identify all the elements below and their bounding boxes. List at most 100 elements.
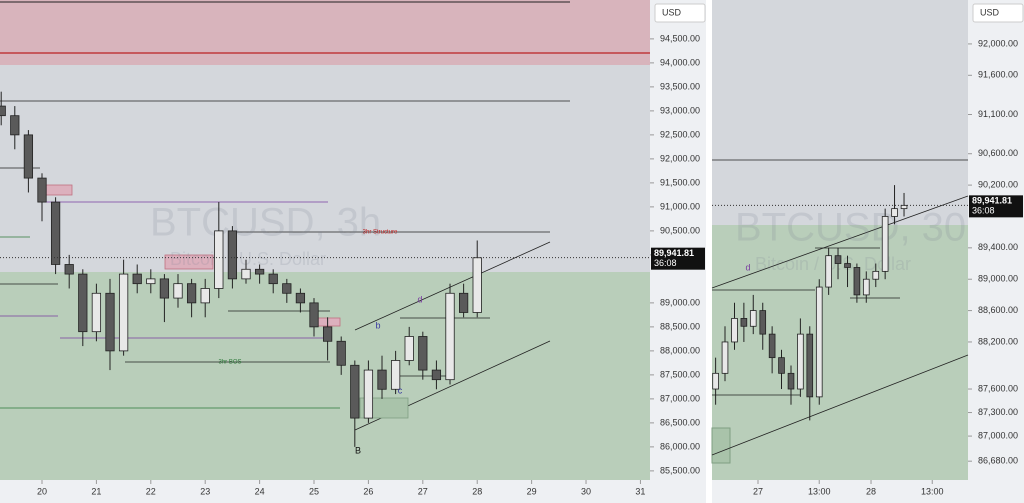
- y-tick-label: 86,000.00: [660, 441, 700, 451]
- y-tick-label: 88,000.00: [660, 345, 700, 355]
- trendline: [711, 195, 969, 289]
- countdown: 36:08: [654, 258, 677, 268]
- candle-body: [377, 369, 387, 390]
- annotation: B: [355, 445, 361, 455]
- y-tick-label: 90,500.00: [660, 225, 700, 235]
- currency-label: USD: [662, 7, 682, 17]
- last-price-label: 89,941.81: [654, 248, 694, 258]
- countdown: 36:08: [972, 206, 995, 216]
- x-tick-label: 23: [200, 486, 210, 496]
- last-price-label: 89,941.81: [972, 196, 1012, 206]
- zone-box: [164, 254, 214, 270]
- x-tick-label: 28: [866, 486, 876, 496]
- watermark-subtitle: Bitcoin / U.S. Dollar: [755, 254, 911, 274]
- candle-body: [173, 283, 183, 299]
- candle-body: [404, 336, 414, 361]
- x-tick-label: 27: [418, 486, 428, 496]
- candle-body: [200, 288, 210, 304]
- candle-body: [834, 255, 842, 264]
- candle-body: [740, 318, 748, 327]
- y-tick-label: 88,600.00: [978, 305, 1018, 315]
- candle-body: [712, 372, 719, 390]
- candle-body: [418, 336, 428, 371]
- time-axis: [712, 480, 968, 503]
- candle-body: [50, 201, 61, 265]
- zone-box: [44, 184, 73, 196]
- candle-body: [10, 115, 20, 136]
- annotation: d: [417, 294, 422, 304]
- last-price-box: [651, 247, 705, 270]
- candle-body: [862, 278, 870, 296]
- y-tick-label: 87,600.00: [978, 383, 1018, 393]
- candle-body: [431, 369, 442, 381]
- candle-body: [0, 105, 6, 117]
- candle-body: [787, 372, 795, 390]
- y-tick-label: 87,500.00: [660, 369, 700, 379]
- x-tick-label: 24: [255, 486, 265, 496]
- candle-body: [806, 333, 814, 398]
- candle-body: [721, 341, 729, 374]
- y-tick-label: 90,200.00: [978, 179, 1018, 189]
- candle-body: [459, 292, 469, 313]
- y-tick-label: 92,500.00: [660, 129, 700, 139]
- watermark-subtitle: Bitcoin / U.S. Dollar: [170, 249, 326, 269]
- candle-body: [825, 255, 832, 288]
- candle-body: [390, 360, 401, 390]
- last-price-box: [969, 195, 1023, 218]
- candle-body: [445, 292, 455, 381]
- candle-body: [363, 369, 374, 419]
- zone-box: [711, 427, 731, 464]
- y-tick-label: 93,500.00: [660, 81, 700, 91]
- annotation: d: [745, 262, 750, 272]
- y-tick-label: 92,000.00: [660, 153, 700, 163]
- candle-body: [159, 278, 170, 299]
- candle-body: [254, 268, 265, 275]
- candle-body: [872, 270, 880, 280]
- zone-box: [317, 317, 341, 327]
- annotation: 3hr BOS: [218, 360, 241, 366]
- candle-body: [282, 283, 292, 294]
- y-tick-label: 90,600.00: [978, 148, 1018, 158]
- candle-body: [146, 278, 156, 285]
- x-tick-label: 25: [309, 486, 319, 496]
- y-tick-label: 88,500.00: [660, 321, 700, 331]
- currency-box: [654, 3, 706, 23]
- watermark-title: BTCUSD, 30: [735, 206, 966, 250]
- currency-label: USD: [980, 7, 1000, 17]
- trendline: [711, 354, 969, 456]
- candle-body: [778, 357, 785, 374]
- candle-body: [853, 267, 861, 296]
- candle-body: [227, 230, 238, 280]
- drawings: [711, 159, 969, 456]
- y-tick-label: 88,200.00: [978, 336, 1018, 346]
- y-tick-label: 86,500.00: [660, 417, 700, 427]
- x-tick-label: 30: [581, 486, 591, 496]
- candle-body: [118, 273, 129, 352]
- candle-body: [759, 310, 767, 335]
- candle-body: [322, 326, 333, 342]
- supply-zone: [0, 0, 650, 65]
- candle-body: [64, 264, 74, 275]
- annotation: c: [398, 385, 403, 395]
- trendline: [354, 241, 551, 331]
- candle-body: [749, 310, 757, 327]
- candle-body: [295, 292, 306, 304]
- y-tick-label: 93,000.00: [660, 105, 700, 115]
- y-tick-label: 87,300.00: [978, 407, 1018, 417]
- candle-body: [731, 318, 738, 343]
- x-tick-label: 13:00: [921, 486, 944, 496]
- annotation: b: [375, 320, 380, 330]
- candle-body: [815, 286, 823, 398]
- demand-zone: [712, 225, 968, 480]
- y-tick-label: 91,500.00: [660, 177, 700, 187]
- candle-body: [23, 134, 34, 179]
- candle-body: [78, 273, 88, 333]
- x-tick-label: 28: [472, 486, 482, 496]
- x-tick-label: 31: [635, 486, 645, 496]
- price-axis: [968, 0, 1024, 503]
- y-tick-label: 94,500.00: [660, 33, 700, 43]
- time-axis: [0, 480, 650, 503]
- candle-body: [268, 273, 278, 285]
- y-tick-label: 85,500.00: [660, 465, 700, 475]
